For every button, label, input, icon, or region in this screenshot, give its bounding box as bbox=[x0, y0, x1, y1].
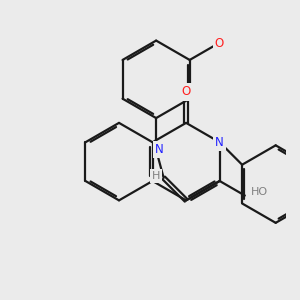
Text: O: O bbox=[182, 85, 191, 98]
Text: HO: HO bbox=[250, 187, 268, 196]
Text: O: O bbox=[215, 37, 224, 50]
Text: N: N bbox=[155, 143, 164, 156]
Text: H: H bbox=[152, 171, 160, 181]
Text: N: N bbox=[215, 136, 224, 149]
